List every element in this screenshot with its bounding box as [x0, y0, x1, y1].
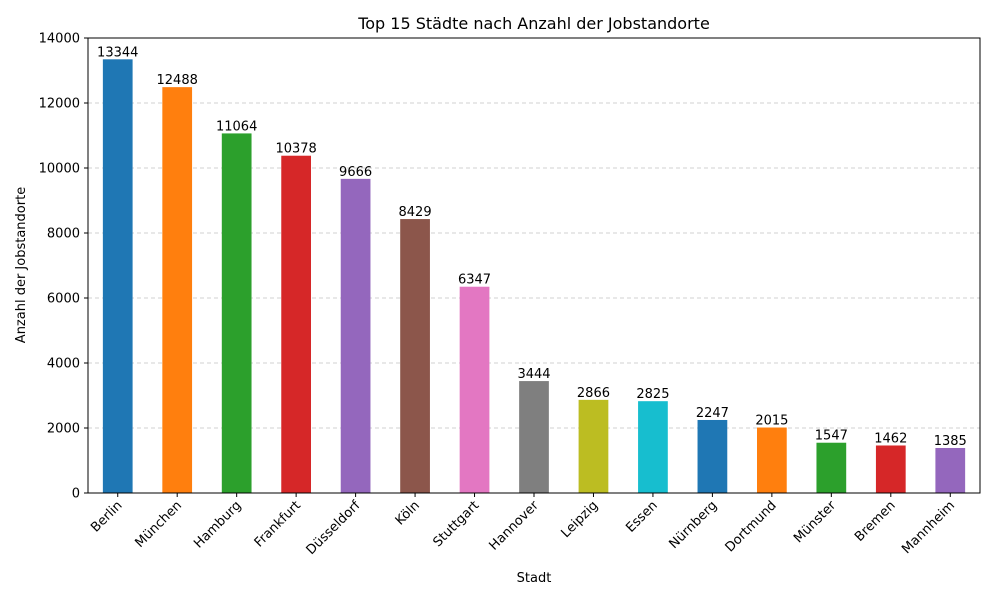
bar-value-label: 2866 [577, 386, 610, 401]
bar-value-label: 2015 [755, 414, 788, 429]
bar-köln [400, 219, 430, 493]
bar-bremen [875, 445, 906, 493]
y-tick-label: 10000 [39, 162, 80, 177]
bar-berlin [102, 59, 133, 493]
bar-value-label: 1385 [934, 434, 967, 449]
bar-value-label: 1462 [874, 431, 907, 446]
x-tick-label: Köln [393, 498, 423, 528]
chart-title: Top 15 Städte nach Anzahl der Jobstandor… [357, 14, 710, 33]
bar-hannover [519, 381, 549, 493]
x-tick-label: Bremen [852, 498, 899, 545]
x-tick-label: München [132, 498, 185, 551]
axes-layer [84, 37, 981, 497]
y-axis-label: Anzahl der Jobstandorte [14, 187, 29, 343]
bar-value-label: 2247 [696, 406, 729, 421]
bar-düsseldorf [340, 178, 371, 494]
x-tick-label: Hannover [487, 498, 543, 554]
bar-value-label: 2825 [636, 387, 669, 402]
bar-mannheim [935, 447, 966, 493]
x-tick-label: Hamburg [191, 498, 244, 551]
bar-münchen [162, 87, 193, 493]
bars-layer [102, 59, 966, 494]
plot-frame [87, 37, 981, 494]
bar-value-label: 12488 [157, 73, 198, 88]
bar-value-label: 13344 [97, 45, 138, 60]
x-tick-label: Dortmund [723, 498, 780, 555]
bar-münster [816, 442, 847, 493]
x-tick-label: Frankfurt [252, 498, 304, 550]
bar-stuttgart [459, 286, 490, 493]
y-tick-label: 14000 [39, 32, 80, 47]
bar-leipzig [578, 399, 609, 493]
y-tick-label: 0 [72, 487, 80, 502]
x-axis-label: Stadt [517, 571, 552, 586]
bar-frankfurt [281, 155, 311, 493]
bar-value-label: 6347 [458, 273, 491, 288]
bar-value-label: 9666 [339, 165, 372, 180]
bar-dortmund [757, 427, 787, 493]
bar-value-label: 3444 [517, 367, 550, 382]
bar-value-label: 10378 [275, 142, 316, 157]
bar-value-label: 8429 [399, 205, 432, 220]
y-tick-label: 8000 [47, 227, 80, 242]
x-tick-label: Berlin [88, 498, 125, 535]
x-tick-label: Stuttgart [430, 498, 482, 550]
x-tick-label: Nürnberg [667, 498, 721, 552]
x-tick-label: Münster [791, 498, 839, 546]
bar-nürnberg [697, 419, 728, 493]
y-tick-label: 2000 [47, 422, 80, 437]
y-tick-label: 12000 [39, 97, 80, 112]
bar-essen [638, 401, 668, 493]
y-tick-label: 6000 [47, 292, 80, 307]
x-tick-label: Essen [623, 498, 660, 535]
bar-value-label: 11064 [216, 119, 257, 134]
y-tick-label: 4000 [47, 357, 80, 372]
x-tick-label: Düsseldorf [304, 498, 364, 558]
bar-hamburg [221, 133, 252, 494]
bar-value-label: 1547 [815, 429, 848, 444]
x-tick-label: Leipzig [558, 498, 601, 541]
x-tick-label: Mannheim [899, 498, 958, 557]
